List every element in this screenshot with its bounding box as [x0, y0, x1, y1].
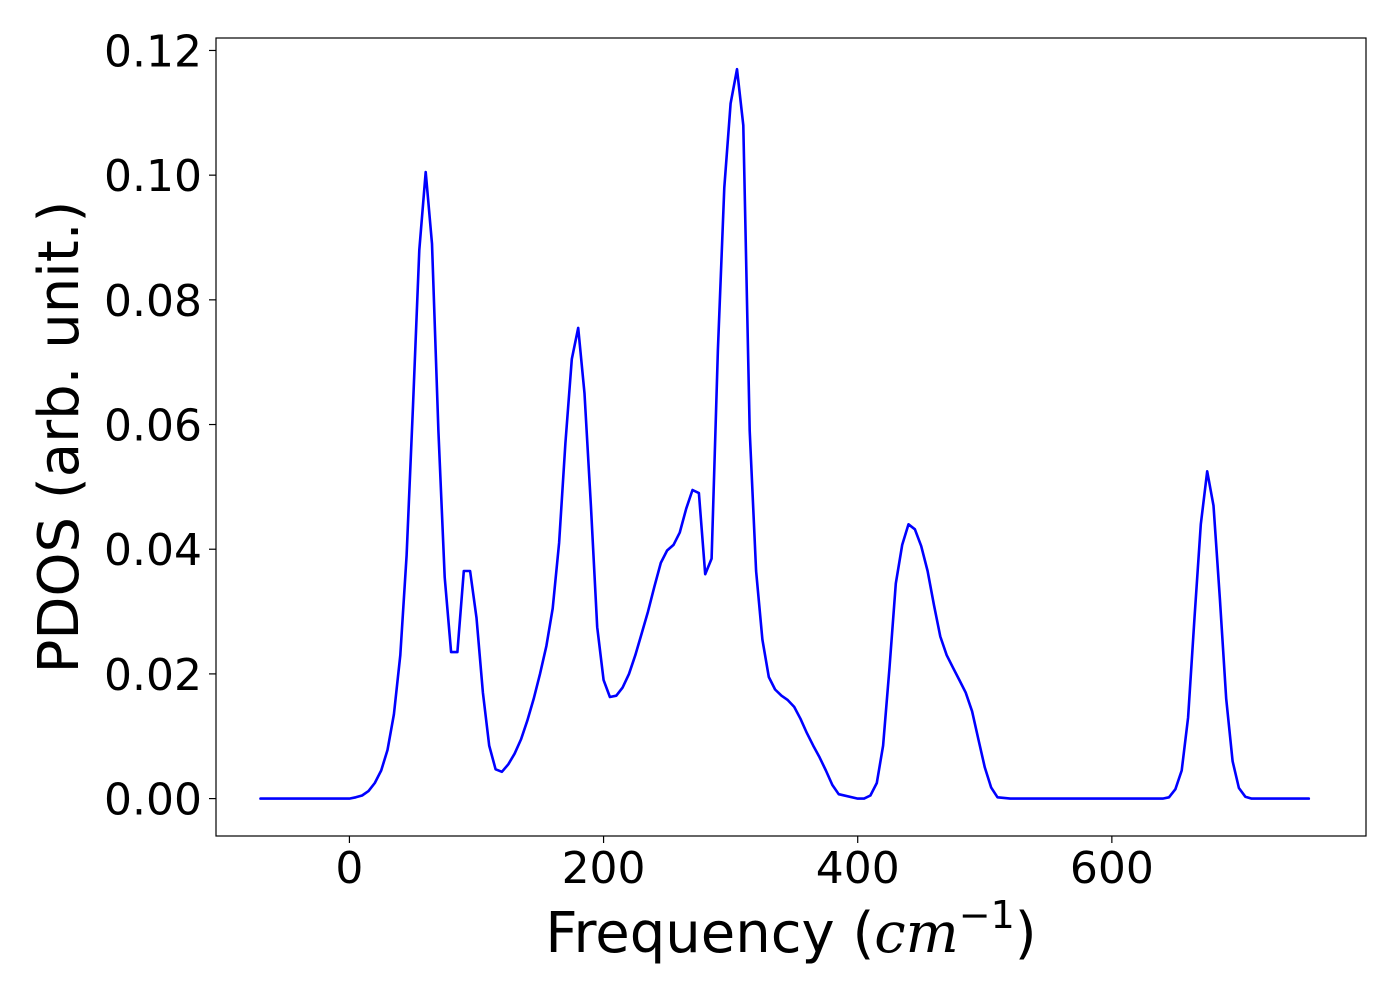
y-tick-label: 0.06 — [104, 401, 202, 452]
series-layer — [259, 67, 1311, 800]
plot-area — [216, 38, 1366, 836]
y-axis: 0.00 0.02 0.04 0.06 0.08 0.10 0.12 — [104, 26, 216, 826]
x-axis: 0 200 400 600 — [335, 836, 1154, 894]
x-axis-title-unit: cm — [874, 901, 958, 966]
y-tick-label: 0.12 — [104, 26, 202, 77]
x-axis-title: Frequency (cm−1) — [545, 893, 1036, 966]
series-line — [259, 67, 1311, 800]
y-tick-label: 0.02 — [104, 650, 202, 701]
plot-frame — [215, 37, 1367, 837]
x-axis-title-prefix: Frequency ( — [545, 901, 874, 966]
y-tick-label: 0.00 — [104, 775, 202, 826]
y-tick-label: 0.10 — [104, 151, 202, 202]
x-tick-label: 400 — [816, 843, 900, 894]
y-tick-label: 0.08 — [104, 276, 202, 327]
x-tick-label: 200 — [562, 843, 646, 894]
x-axis-title-suffix: ) — [1015, 901, 1037, 966]
x-tick-label: 0 — [335, 843, 363, 894]
x-axis-title-superscript: −1 — [959, 893, 1015, 937]
y-tick-label: 0.04 — [104, 525, 202, 576]
x-tick-label: 600 — [1070, 843, 1154, 894]
y-axis-title: PDOS (arb. unit.) — [27, 201, 92, 674]
